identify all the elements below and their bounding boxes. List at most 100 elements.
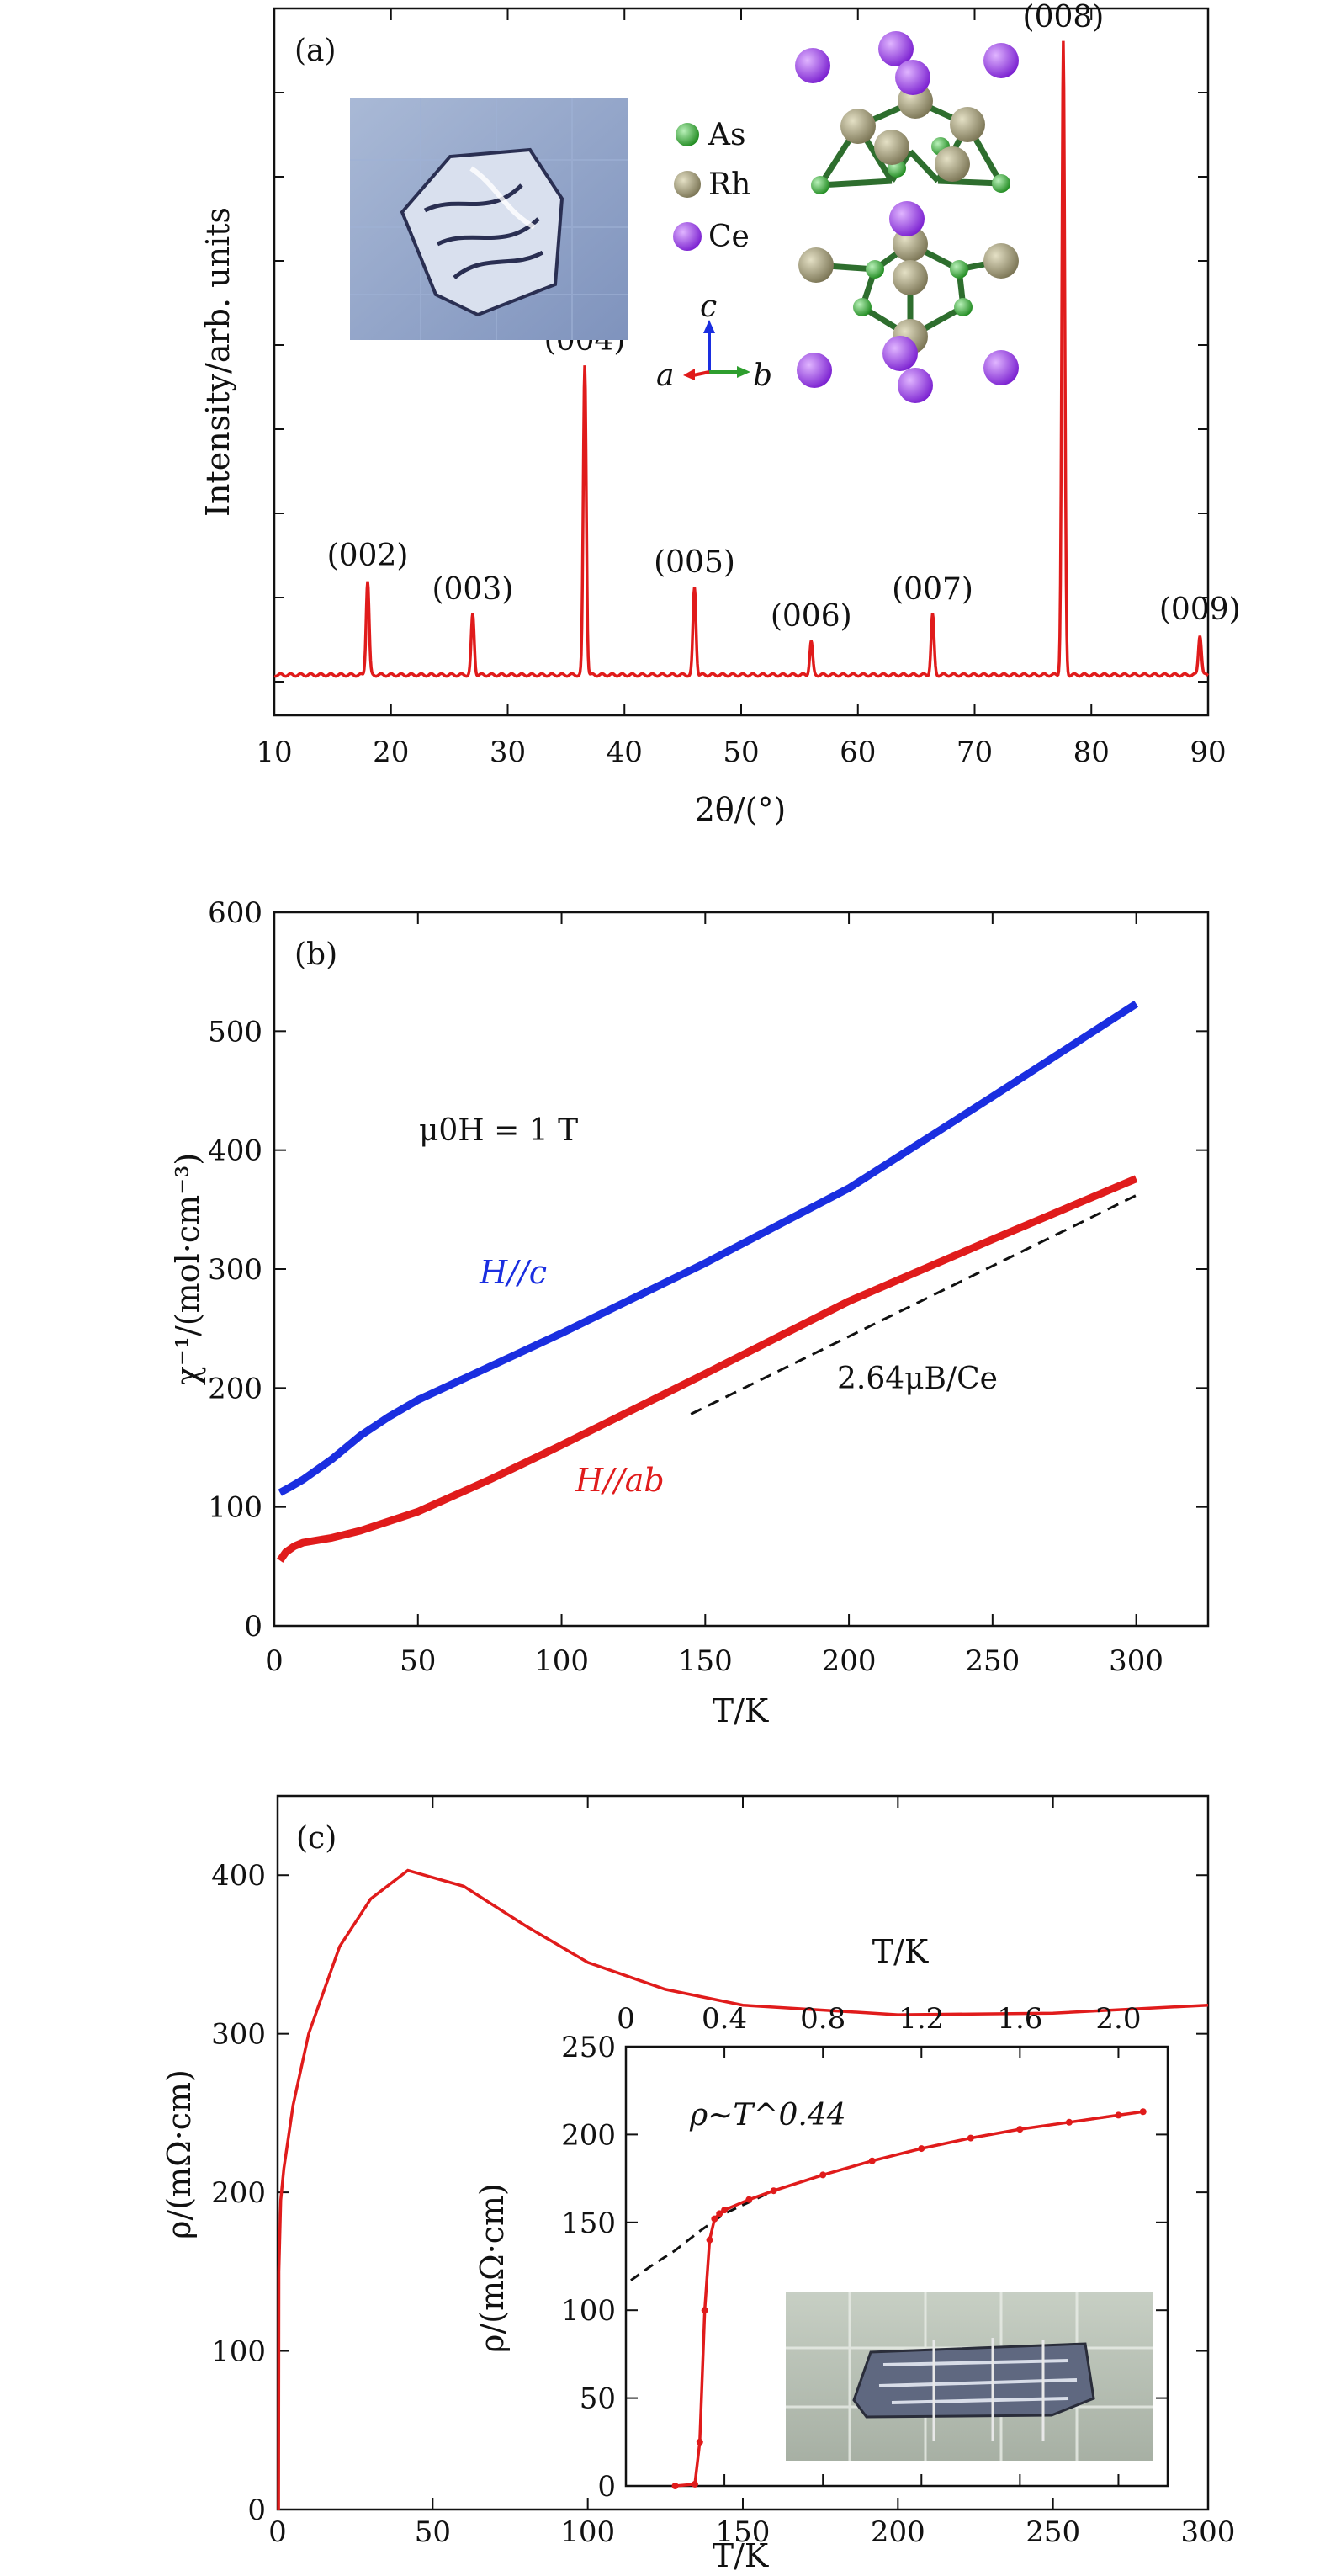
inset-data-line <box>675 2110 1143 2488</box>
inset-y-tick-label: 250 <box>561 2031 616 2064</box>
inset-xlabel: T/K <box>872 1933 929 1970</box>
panel-c-label: (c) <box>296 1821 337 1856</box>
inset-x-tick-label: 0.4 <box>702 2002 747 2036</box>
inset-data-point <box>711 2215 718 2223</box>
panel-b-ylabel: χ⁻¹/(mol·cm⁻³) <box>169 1153 206 1386</box>
series-h-c <box>278 1001 1139 1496</box>
rh-atom-swatch <box>674 171 701 198</box>
x-tick-label: 150 <box>678 1644 733 1678</box>
x-tick-label: 10 <box>256 736 292 769</box>
power-law-fit <box>630 2110 1143 2281</box>
legend-h-ab: H//ab <box>575 1462 665 1499</box>
inset-data-point <box>1065 2118 1073 2126</box>
inset-data-point <box>770 2187 777 2195</box>
inset-y-tick-label: 50 <box>580 2382 616 2416</box>
panel-a-ylabel: Intensity/arb. units <box>199 207 236 517</box>
inset-data-point <box>1139 2108 1147 2116</box>
axis-b-label: b <box>753 359 772 393</box>
x-tick-label: 300 <box>1109 1644 1163 1678</box>
panel-c-ylabel: ρ/(mΩ·cm) <box>161 2069 198 2239</box>
crystal-structure-icon <box>795 31 1019 403</box>
inset-ytick-labels: 0 50 100 150 200 250 <box>561 2031 616 2504</box>
inset-data-point <box>745 2196 753 2203</box>
field-annotation: μ0H = 1 T <box>419 1113 578 1148</box>
as-atom-swatch <box>676 123 699 146</box>
x-tick-label: 0 <box>268 2515 287 2549</box>
panel-a-xtick-labels: 10 20 30 40 50 60 70 80 90 <box>256 736 1226 769</box>
peak-labels: (002)(003)(004)(005)(006)(007)(008)(009) <box>327 0 1241 634</box>
x-tick-label: 150 <box>716 2515 771 2549</box>
legend-as: As <box>708 118 745 152</box>
panel-b-xtick-labels: 0 50 100 150 200 250 300 <box>265 1644 1163 1678</box>
panel-a-label: (a) <box>294 34 337 68</box>
inset-data-points <box>671 2108 1147 2489</box>
x-tick-label: 80 <box>1073 736 1110 769</box>
peak-label: (003) <box>432 572 513 607</box>
x-tick-label: 50 <box>400 1644 436 1678</box>
inset-x-tick-label: 0.8 <box>800 2002 845 2036</box>
y-tick-label: 600 <box>208 896 262 930</box>
inset-y-tick-label: 0 <box>597 2470 616 2504</box>
y-tick-label: 100 <box>211 2335 266 2369</box>
x-tick-label: 50 <box>723 736 759 769</box>
xrd-trace <box>273 40 1210 678</box>
axis-a-label: a <box>656 359 674 393</box>
x-tick-label: 100 <box>534 1644 589 1678</box>
inset-data-point <box>701 2307 708 2314</box>
peak-label: (002) <box>327 539 409 573</box>
x-tick-label: 300 <box>1181 2515 1236 2549</box>
resistivity-inset: 0 0.4 0.8 1.2 1.6 2.0 0 50 100 150 200 250 T/K ρ/(… <box>474 1933 1169 2504</box>
inset-data-point <box>696 2438 703 2446</box>
x-tick-label: 40 <box>607 736 643 769</box>
y-tick-label: 500 <box>208 1015 262 1049</box>
y-tick-label: 200 <box>211 2176 266 2210</box>
resistivity-curve <box>277 1868 1209 2510</box>
panel-a-ticks <box>273 8 1209 715</box>
moment-annotation: 2.64μB/Ce <box>837 1362 998 1396</box>
inset-data-point <box>706 2236 713 2244</box>
x-tick-label: 30 <box>490 736 526 769</box>
y-tick-label: 300 <box>211 2018 266 2052</box>
inset-x-tick-label: 1.2 <box>898 2002 944 2036</box>
inset-data-point <box>691 2480 698 2488</box>
inset-ticks <box>625 2046 1168 2487</box>
panel-c-xtick-labels: 0 50 100 150 200 250 300 <box>268 2515 1235 2549</box>
inset-frame <box>624 2045 1169 2488</box>
inset-data-point <box>716 2210 723 2217</box>
x-tick-label: 90 <box>1190 736 1226 769</box>
panel-a: (a) 10 20 30 40 50 60 70 80 90 2θ/(°) Intensity/… <box>199 0 1241 828</box>
inset-y-tick-label: 200 <box>561 2118 616 2152</box>
sample-photo <box>786 2292 1153 2461</box>
x-tick-label: 20 <box>373 736 409 769</box>
inset-ylabel: ρ/(mΩ·cm) <box>474 2183 511 2353</box>
panel-b-frame <box>273 911 1210 1628</box>
x-tick-label: 50 <box>415 2515 451 2549</box>
panel-b-xlabel: T/K <box>713 1692 769 1729</box>
axis-c-label: c <box>700 289 717 324</box>
panel-b-ytick-labels: 0 100 200 300 400 500 600 <box>208 896 262 1644</box>
x-tick-label: 60 <box>840 736 876 769</box>
atom-legend: As Rh Ce <box>673 118 750 254</box>
panel-c-ytick-labels: 0 100 200 300 400 <box>211 1859 266 2527</box>
power-law-annotation: ρ∼T^0.44 <box>689 2098 846 2133</box>
inset-data-point <box>1016 2126 1024 2133</box>
legend-rh: Rh <box>708 167 750 202</box>
legend-ce: Ce <box>708 220 750 254</box>
peak-label: (007) <box>892 572 973 607</box>
peak-label: (008) <box>1023 0 1105 35</box>
inset-data-point <box>868 2157 876 2164</box>
x-tick-label: 70 <box>957 736 993 769</box>
curie-weiss-fit-line <box>690 1194 1137 1415</box>
x-tick-label: 250 <box>965 1644 1020 1678</box>
y-tick-label: 400 <box>211 1859 266 1893</box>
series-h-ab <box>277 1175 1138 1563</box>
x-tick-label: 250 <box>1026 2515 1080 2549</box>
inset-data-point <box>918 2145 925 2153</box>
panel-b-ticks <box>273 911 1208 1627</box>
inset-xtick-labels: 0 0.4 0.8 1.2 1.6 2.0 <box>617 2002 1141 2036</box>
x-tick-label: 200 <box>822 1644 877 1678</box>
peak-label: (005) <box>654 545 735 580</box>
x-tick-label: 100 <box>560 2515 615 2549</box>
inset-data-point <box>967 2134 974 2142</box>
